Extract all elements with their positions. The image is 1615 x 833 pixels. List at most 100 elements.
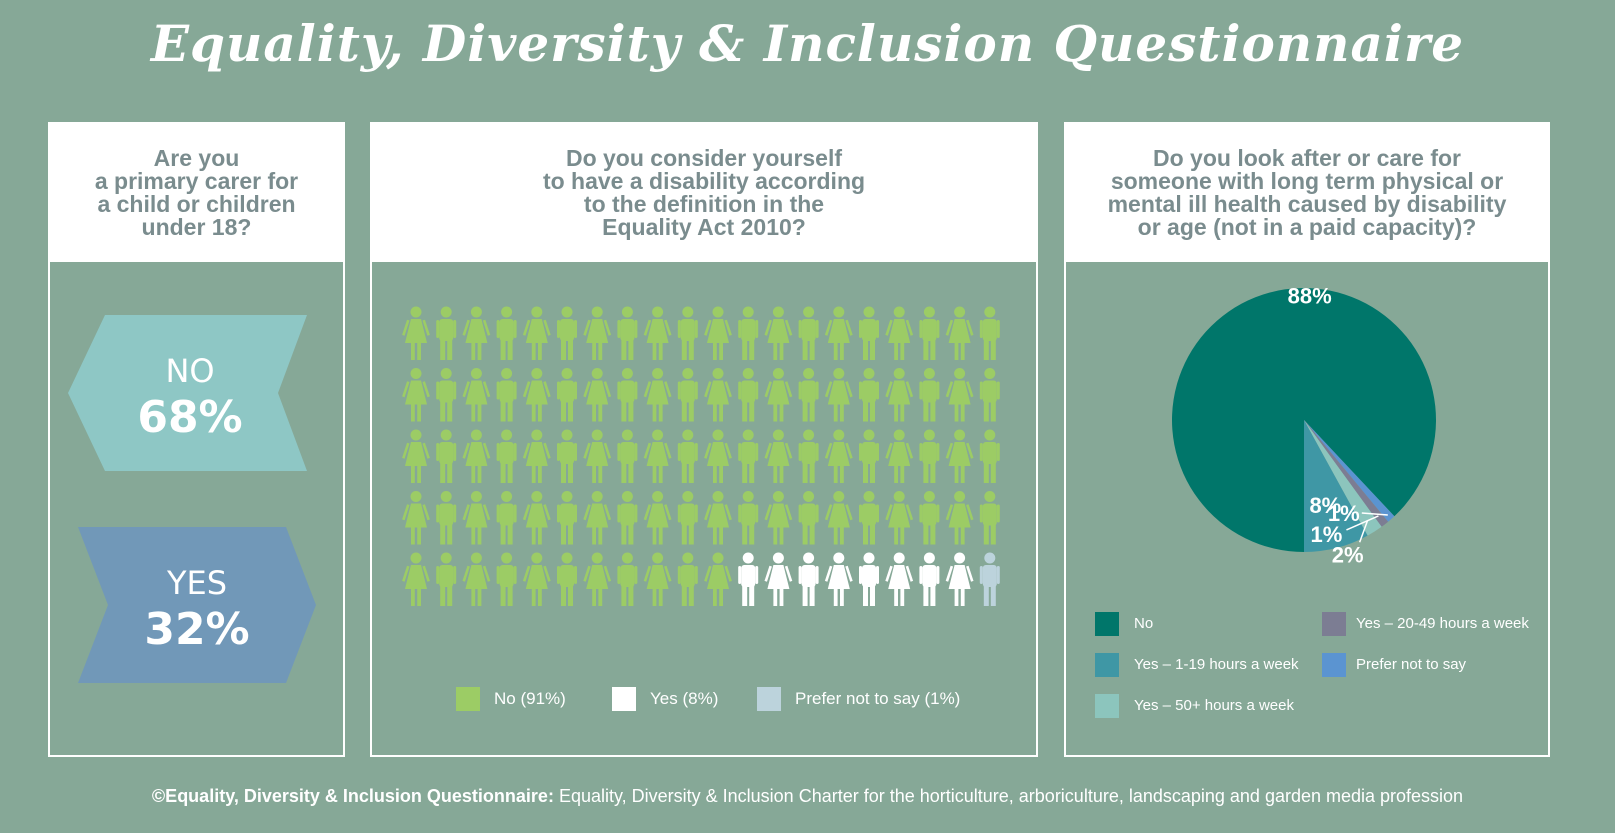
person-icon (496, 306, 517, 360)
person-icon (643, 491, 672, 545)
pie-data-label: 2% (1332, 542, 1364, 567)
legend-yes-label: Yes (8%) (650, 689, 719, 708)
person-icon (617, 368, 638, 422)
leader-line (1358, 520, 1369, 543)
person-icon (824, 491, 853, 545)
person-icon (764, 368, 793, 422)
person-icon (677, 368, 698, 422)
person-icon (617, 306, 638, 360)
person-icon (402, 368, 430, 422)
pie-slice (1304, 420, 1368, 552)
person-icon (859, 491, 879, 545)
person-icon (583, 491, 612, 545)
person-icon (557, 429, 577, 483)
leader-line (1361, 512, 1388, 516)
person-icon (522, 429, 551, 483)
person-icon (557, 491, 577, 545)
legend-care-prefer-not-label: Prefer not to say (1356, 656, 1467, 673)
person-icon (738, 368, 759, 422)
person-icon (643, 368, 672, 422)
person-icon (522, 368, 551, 422)
person-icon (402, 306, 430, 360)
person-icon (436, 429, 457, 483)
footer-rest: Equality, Diversity & Inclusion Charter … (553, 786, 1464, 806)
person-icon (945, 429, 974, 483)
person-icon (979, 491, 1000, 545)
legend-care-20-49-label: Yes – 20-49 hours a week (1356, 615, 1529, 632)
legend-no-swatch (456, 687, 480, 711)
person-icon (643, 429, 672, 483)
care-question-text: Do you look after or care for someone wi… (1107, 145, 1507, 240)
person-icon (738, 491, 759, 545)
no-percentage: 68% (137, 392, 243, 443)
person-icon (979, 306, 1000, 360)
pie-slice (1304, 420, 1395, 522)
person-icon (462, 306, 491, 360)
person-icon (859, 306, 879, 360)
person-icon (885, 552, 914, 606)
person-icon (643, 306, 672, 360)
person-icon (824, 368, 853, 422)
yes-arrow-shape (78, 527, 316, 683)
care-legend: No Yes – 20-49 hours a week Yes – 1-19 h… (1066, 606, 1548, 736)
person-icon (979, 552, 1000, 606)
legend-care-20-49-swatch (1322, 612, 1346, 636)
person-icon (885, 368, 914, 422)
person-icon (677, 306, 698, 360)
person-icon (979, 368, 1000, 422)
person-icon (945, 491, 974, 545)
care-question: Do you look after or care for someone wi… (1066, 124, 1548, 262)
person-icon (583, 306, 612, 360)
person-icon (824, 429, 853, 483)
person-icon (919, 306, 940, 360)
yes-percentage: 32% (144, 604, 250, 655)
carer-question-text: Are you a primary carer for a child or c… (94, 145, 299, 240)
person-icon (764, 552, 793, 606)
legend-care-50-swatch (1095, 694, 1119, 718)
person-icon (704, 368, 732, 422)
pie-slice (1304, 420, 1382, 536)
person-icon (885, 429, 914, 483)
person-icon (617, 552, 638, 606)
pie-data-label: 8% (1309, 493, 1341, 518)
people-pictogram (402, 306, 1000, 606)
person-icon (979, 429, 1000, 483)
person-icon (945, 552, 974, 606)
pie-data-label: 1% (1328, 501, 1360, 526)
person-icon (496, 552, 517, 606)
person-icon (738, 306, 759, 360)
person-icon (704, 306, 732, 360)
legend-care-1-19-label: Yes – 1-19 hours a week (1134, 656, 1299, 673)
legend-no-label: No (91%) (494, 689, 566, 708)
person-icon (522, 491, 551, 545)
person-icon (462, 368, 491, 422)
disability-question: Do you consider yourself to have a disab… (372, 124, 1036, 262)
person-icon (919, 491, 940, 545)
person-icon (617, 429, 638, 483)
person-icon (583, 368, 612, 422)
carer-panel: Are you a primary carer for a child or c… (48, 122, 345, 757)
person-icon (764, 306, 793, 360)
person-icon (945, 368, 974, 422)
person-icon (704, 491, 732, 545)
person-icon (402, 491, 430, 545)
care-pie-chart: 88%8%2%1%1% (1172, 284, 1436, 567)
disability-panel: Do you consider yourself to have a disab… (370, 122, 1038, 757)
person-icon (677, 552, 698, 606)
person-icon (583, 552, 612, 606)
pie-data-label: 88% (1288, 284, 1332, 309)
legend-care-no-label: No (1134, 615, 1154, 632)
footer-bold: ©Equality, Diversity & Inclusion Questio… (151, 786, 554, 806)
person-icon (643, 552, 672, 606)
person-icon (704, 429, 732, 483)
disability-question-text: Do you consider yourself to have a disab… (542, 145, 866, 240)
person-icon (738, 429, 759, 483)
legend-prefer-not-label: Prefer not to say (1%) (795, 689, 961, 708)
pie-slice (1304, 420, 1389, 527)
person-icon (402, 552, 430, 606)
person-icon (436, 306, 457, 360)
person-icon (677, 491, 698, 545)
disability-legend: No (91%) Yes (8%) Prefer not to say (1%) (372, 684, 1036, 714)
person-icon (583, 429, 612, 483)
person-icon (885, 491, 914, 545)
